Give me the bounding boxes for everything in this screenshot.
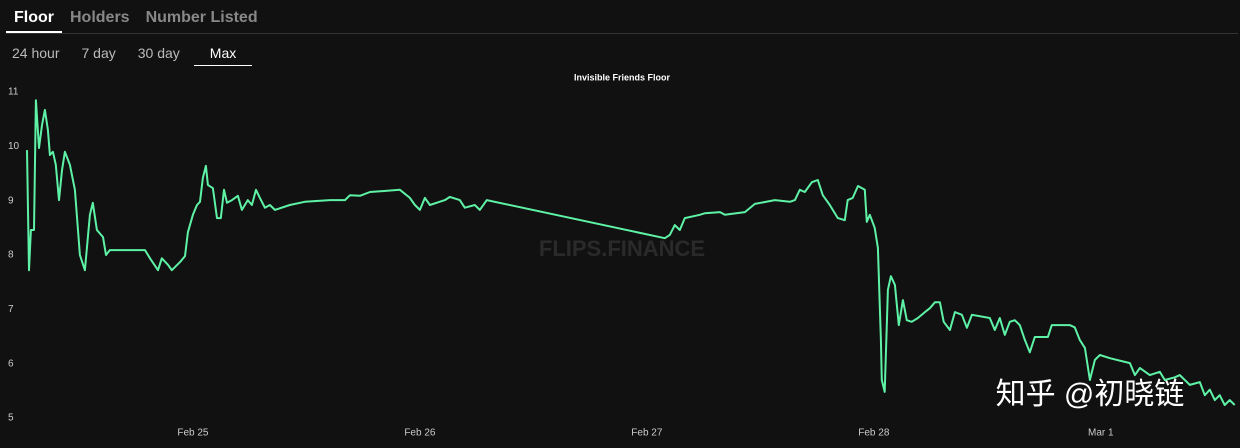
credit: 知乎 @初晓链 <box>996 378 1185 411</box>
tab[interactable]: Floor <box>6 0 62 33</box>
y-tick-label: 9 <box>8 195 14 206</box>
y-tick-label: 11 <box>8 87 19 98</box>
y-tick-label: 7 <box>8 304 14 315</box>
divider <box>6 33 1238 34</box>
range-button[interactable]: 7 day <box>81 45 116 61</box>
price-line <box>26 99 1236 406</box>
range-button[interactable]: Max <box>193 42 253 66</box>
y-tick-label: 5 <box>8 413 14 424</box>
range-bar: 24 hour 7 day 30 day Max <box>4 42 258 66</box>
y-tick-label: 8 <box>8 250 14 261</box>
chart-title: Invisible Friends Floor <box>574 72 671 82</box>
x-tick-label: Feb 28 <box>858 428 890 439</box>
x-tick-label: Feb 25 <box>177 428 209 439</box>
watermark: FLIPS.FINANCE <box>539 236 705 261</box>
y-tick-label: 6 <box>8 358 14 369</box>
y-tick-label: 10 <box>8 141 20 152</box>
range-button[interactable]: 30 day <box>137 45 180 61</box>
x-tick-label: Feb 26 <box>404 428 436 439</box>
tab-bar: Floor Holders Number Listed <box>6 0 266 33</box>
tab[interactable]: Holders <box>70 9 130 26</box>
x-tick-label: Mar 1 <box>1088 428 1114 439</box>
tab[interactable]: Number Listed <box>145 9 258 26</box>
x-tick-label: Feb 27 <box>631 428 663 439</box>
range-button[interactable]: 24 hour <box>12 45 60 61</box>
